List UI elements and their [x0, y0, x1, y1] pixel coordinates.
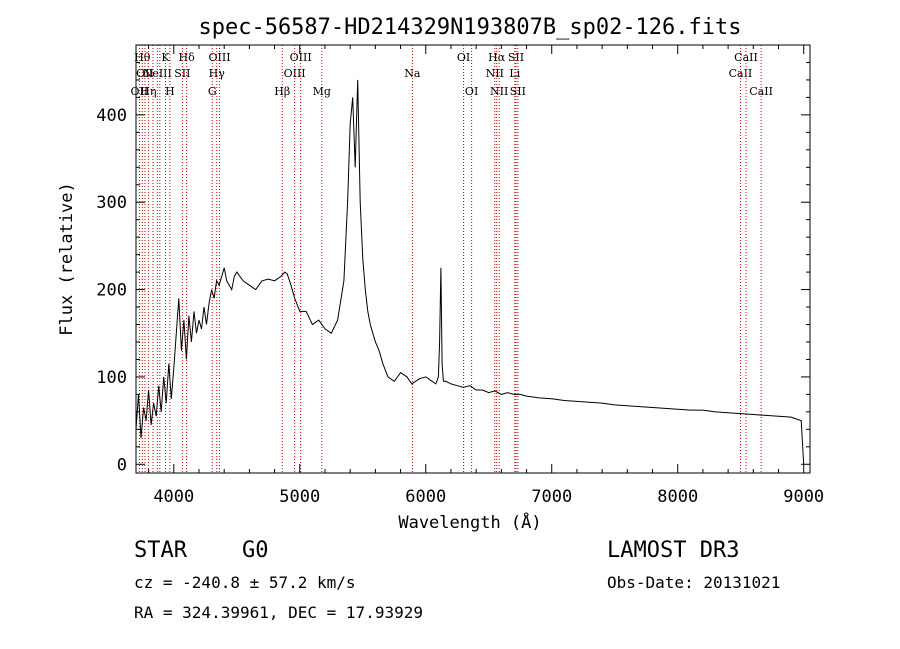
line-marker-label-2: OII: [136, 67, 154, 80]
line-marker-label-20: OI: [465, 85, 478, 98]
line-marker-label-21: NII: [486, 67, 504, 80]
axis-ticks: 4000 5000 6000 7000 8000 9000 0 100 200 300 400: [96, 45, 824, 507]
line-marker-label-0: OII: [131, 85, 149, 98]
line-marker-label-24: Li: [509, 67, 520, 80]
line-marker-label-18: Na: [404, 67, 421, 80]
line-marker-label-29: CaII: [749, 85, 773, 98]
line-marker-label-1: Hθ: [134, 51, 151, 64]
x-tick-label-4: 8000: [657, 487, 698, 507]
object-class: STAR: [134, 538, 187, 563]
plot-frame: [135, 44, 811, 474]
line-marker-label-3: Hη: [140, 85, 156, 98]
line-marker-label-5: NeIII: [143, 67, 172, 80]
x-tick-label-2: 6000: [405, 487, 446, 507]
line-marker-label-11: G: [208, 85, 217, 98]
line-marker-label-15: OIII: [284, 67, 306, 80]
line-marker-label-22: Hα: [488, 51, 506, 64]
spectral-subclass: G0: [242, 538, 269, 563]
x-tick-label-3: 7000: [531, 487, 572, 507]
y-axis-label: Flux (relative): [57, 182, 77, 336]
line-marker-layer: OIIHθOIIHηNeIIIKHSIIHδGHγOIIIHβOIIIOIIIM…: [131, 45, 773, 473]
survey-name: LAMOST DR3: [607, 538, 740, 563]
y-tick-label-2: 200: [96, 281, 127, 301]
spectrum-line: [135, 79, 805, 465]
y-tick-label-0: 0: [117, 455, 127, 475]
x-axis-label: Wavelength (Å): [398, 511, 541, 533]
redshift-text: cz = -240.8 ± 57.2 km/s: [134, 573, 356, 592]
x-tick-label-0: 4000: [153, 487, 194, 507]
y-tick-label-4: 400: [96, 106, 127, 126]
line-marker-label-14: Hβ: [274, 85, 290, 98]
line-marker-label-26: SII: [510, 85, 526, 98]
line-marker-label-10: Hδ: [179, 51, 196, 64]
line-marker-label-13: OIII: [208, 51, 230, 64]
line-marker-label-23: NII: [490, 85, 508, 98]
line-marker-label-17: Mg: [313, 85, 331, 98]
obs-date-text: Obs-Date: 20131021: [607, 573, 781, 592]
y-tick-label-3: 300: [96, 193, 127, 213]
x-tick-label-5: 9000: [783, 487, 824, 507]
line-marker-label-16: OIII: [290, 51, 312, 64]
line-marker-label-8: H: [165, 85, 175, 98]
line-marker-label-9: SII: [174, 67, 190, 80]
y-tick-label-1: 100: [96, 368, 127, 388]
line-marker-label-12: Hγ: [209, 67, 226, 80]
line-marker-label-28: CaII: [734, 51, 758, 64]
x-tick-label-1: 5000: [279, 487, 320, 507]
line-marker-label-7: K: [161, 51, 170, 64]
line-marker-label-25: SII: [508, 51, 524, 64]
line-marker-label-19: OI: [457, 51, 470, 64]
chart-title: spec-56587-HD214329N193807B_sp02-126.fit…: [198, 15, 741, 40]
line-marker-label-27: CaII: [729, 67, 753, 80]
coordinates-text: RA = 324.39961, DEC = 17.93929: [134, 603, 423, 622]
